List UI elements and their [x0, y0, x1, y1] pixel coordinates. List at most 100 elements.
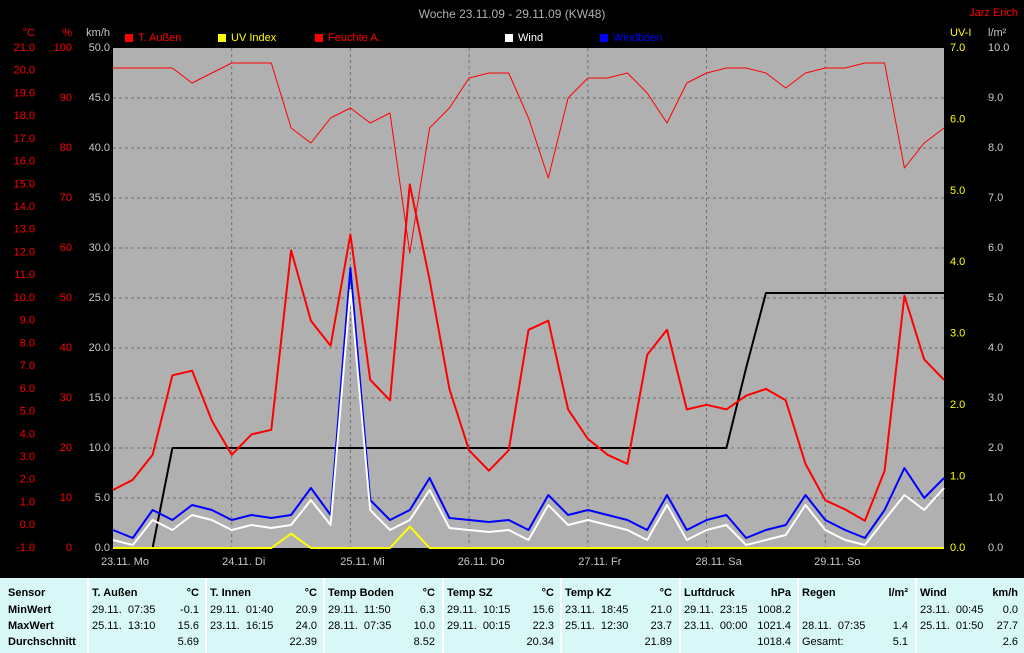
series-line: [113, 292, 944, 549]
y-tick-label: 40.0: [89, 142, 110, 154]
cell-value: 22.39: [289, 636, 317, 648]
axis-unit: UV-I: [950, 27, 971, 39]
y-tick-label: 9.0: [20, 315, 35, 327]
cell-value: 2.6: [1003, 636, 1018, 648]
y-tick-label: 4.0: [988, 342, 1003, 354]
column-name: Temp SZ: [447, 587, 493, 599]
cell-time: 29.11. 10:15: [447, 604, 510, 616]
column-unit: °C: [660, 587, 672, 599]
x-tick-label: 29.11. So: [814, 556, 860, 568]
y-tick-label: 1.0: [950, 470, 965, 482]
y-tick-label: 2.0: [988, 442, 1003, 454]
cell-value: 27.7: [997, 620, 1018, 632]
y-tick-label: 17.0: [14, 133, 35, 145]
y-tick-label: 20.0: [14, 65, 35, 77]
legend-label: T. Außen: [138, 32, 181, 44]
x-tick-label: 28.11. Sa: [695, 556, 742, 568]
y-tick-label: 40: [60, 342, 72, 354]
y-tick-label: 18.0: [14, 110, 35, 122]
cell-time: 29.11. 00:15: [447, 620, 510, 632]
cell-value: 5.69: [178, 636, 199, 648]
y-tick-label: 16.0: [14, 156, 35, 168]
author: Jarz Erich: [969, 7, 1018, 19]
axis-unit: km/h: [86, 27, 110, 39]
legend-label: Regen: [423, 32, 455, 44]
y-tick-label: 6.0: [20, 383, 35, 395]
cell-time: 28.11. 07:35: [802, 620, 865, 632]
y-tick-label: 10: [60, 492, 72, 504]
y-tick-label: 5.0: [950, 185, 965, 197]
axis-unit: °C: [23, 27, 35, 39]
y-tick-label: 20: [60, 442, 72, 454]
cell-value: 22.3: [533, 620, 554, 632]
cell-time: 23.11. 16:15: [210, 620, 273, 632]
cell-value: -0.1: [180, 604, 199, 616]
column-name: T. Innen: [210, 587, 251, 599]
y-tick-label: 25.0: [89, 292, 110, 304]
cell-value: 20.34: [526, 636, 554, 648]
cell-time: 25.11. 13:10: [92, 620, 155, 632]
axis-unit: l/m²: [988, 27, 1007, 39]
cell-value: 15.6: [533, 604, 554, 616]
legend-swatch: [600, 34, 608, 42]
y-tick-label: 45.0: [89, 92, 110, 104]
y-tick-label: 8.0: [20, 337, 35, 349]
cell-value: 15.6: [178, 620, 199, 632]
row-label: MinWert: [8, 604, 52, 616]
cell-value: 1008.2: [757, 604, 791, 616]
column-unit: l/m²: [888, 587, 908, 599]
y-tick-label: 2.0: [950, 399, 965, 411]
y-tick-label: 70: [60, 192, 72, 204]
cell-value: 6.3: [420, 604, 435, 616]
axis-unit: %: [62, 27, 72, 39]
table-background: [0, 578, 1024, 653]
cell-value: 10.0: [414, 620, 435, 632]
y-tick-label: 4.0: [950, 256, 965, 268]
y-tick-label: 11.0: [14, 269, 35, 281]
cell-value: 23.7: [651, 620, 672, 632]
legend-label: Feuchte A.: [328, 32, 381, 44]
x-tick-label: 24.11. Di: [222, 556, 265, 568]
column-unit: hPa: [771, 587, 792, 599]
cell-value: 1021.4: [757, 620, 791, 632]
series-line: [113, 525, 944, 549]
legend-label: Wind: [518, 32, 543, 44]
y-tick-label: 6.0: [988, 242, 1003, 254]
cell-time: Gesamt:: [802, 636, 844, 648]
chart-title: Woche 23.11.09 - 29.11.09 (KW48): [419, 7, 606, 21]
y-tick-label: 8.0: [988, 142, 1003, 154]
series-line: [112, 183, 945, 522]
y-tick-label: 5.0: [20, 406, 35, 418]
cell-time: 25.11. 12:30: [565, 620, 628, 632]
cell-value: 1018.4: [757, 636, 791, 648]
table-header: Sensor: [8, 587, 46, 599]
x-tick-label: 27.11. Fr: [578, 556, 622, 568]
y-tick-label: 9.0: [988, 92, 1003, 104]
cell-time: 29.11. 07:35: [92, 604, 155, 616]
y-tick-label: 1.0: [20, 496, 35, 508]
y-tick-label: 21.0: [14, 42, 35, 54]
y-tick-label: 0: [66, 542, 72, 554]
y-tick-label: 3.0: [950, 328, 965, 340]
cell-value: 21.0: [651, 604, 672, 616]
cell-time: 23.11. 00:45: [920, 604, 983, 616]
cell-value: 8.52: [414, 636, 435, 648]
column-name: Temp KZ: [565, 587, 612, 599]
column-name: Temp Boden: [328, 587, 394, 599]
row-label: Durchschnitt: [8, 636, 76, 648]
cell-time: 25.11. 01:50: [920, 620, 983, 632]
series-line: [112, 289, 945, 546]
cell-time: 29.11. 11:50: [328, 604, 391, 616]
column-name: Regen: [802, 587, 836, 599]
y-tick-label: 1.0: [988, 492, 1003, 504]
y-tick-label: 6.0: [950, 113, 965, 125]
y-tick-label: 80: [60, 142, 72, 154]
y-tick-label: 13.0: [14, 224, 35, 236]
column-unit: °C: [542, 587, 554, 599]
x-tick-label: 25.11. Mi: [340, 556, 384, 568]
cell-time: 23.11. 00:00: [684, 620, 747, 632]
cell-time: 29.11. 23:15: [684, 604, 747, 616]
column-name: Wind: [920, 587, 947, 599]
x-tick-label: 26.11. Do: [458, 556, 505, 568]
